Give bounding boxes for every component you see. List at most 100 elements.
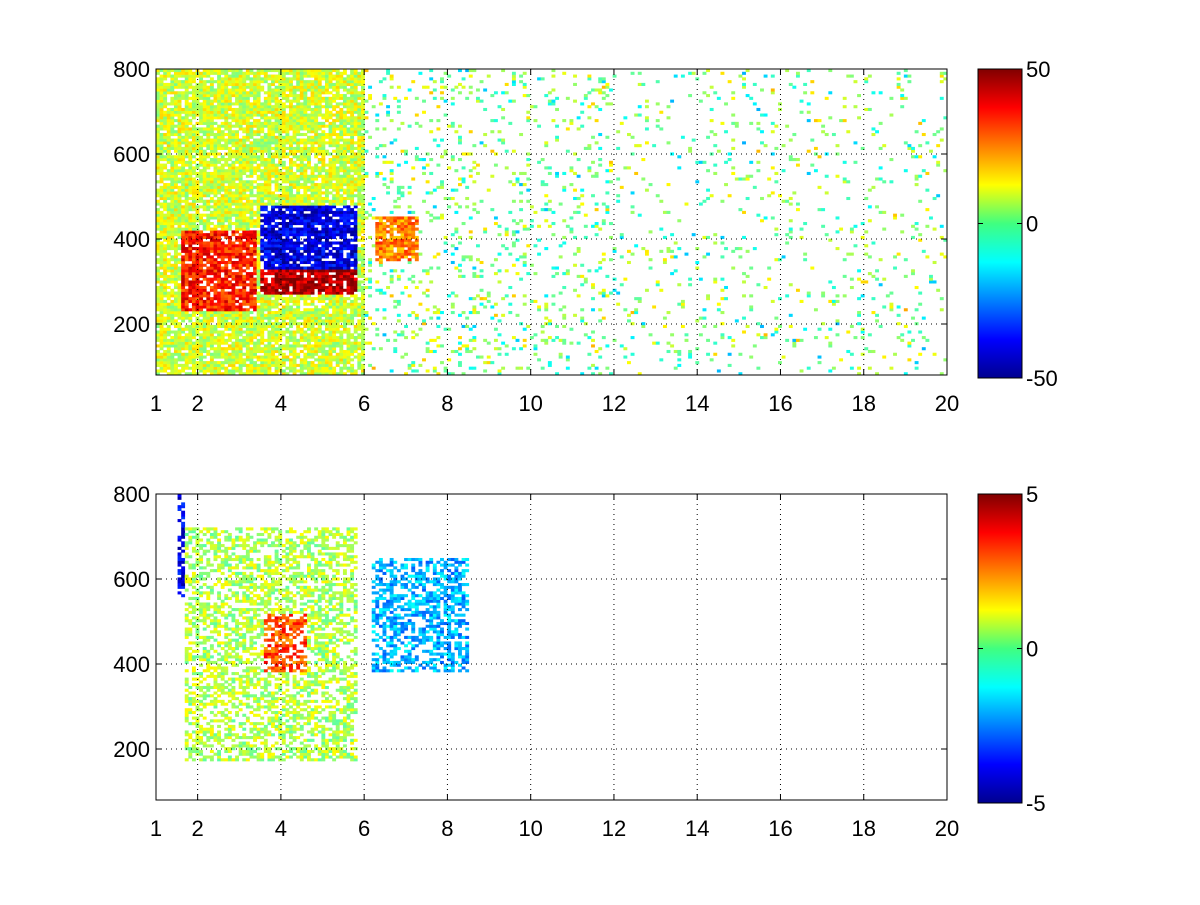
heatmap-cell [235,291,239,295]
heatmap-cell [235,336,239,340]
heatmap-cell [195,149,200,153]
heatmap-cell [163,272,168,276]
heatmap-cell [199,349,204,354]
heatmap-cell [206,96,211,100]
heatmap-cell [238,110,243,114]
heatmap-cell [285,77,290,81]
heatmap-cell [339,116,344,120]
heatmap-cell [242,171,247,176]
heatmap-cell [231,82,236,86]
heatmap-cell [310,316,315,320]
heatmap-cell [181,272,186,276]
heatmap-cell [173,255,178,259]
heatmap-cell [159,305,164,309]
heatmap-cell [296,210,301,214]
heatmap-cell [321,247,326,251]
heatmap-cell [188,77,193,81]
heatmap-cell [299,199,304,203]
heatmap-cell [310,313,315,317]
heatmap-cell [181,285,186,290]
heatmap-cell [278,146,283,150]
heatmap-cell [235,210,239,214]
heatmap-cell [307,141,311,145]
heatmap-cell [260,341,265,345]
heatmap-cell [317,272,322,276]
heatmap-cell [188,169,193,173]
heatmap-cell [191,130,196,134]
heatmap-cell [202,222,207,226]
heatmap-cell [195,99,200,103]
heatmap-cell [235,327,239,331]
heatmap-cell [170,341,175,345]
heatmap-cell [256,238,261,242]
heatmap-cell [328,132,333,137]
heatmap-cell [285,274,290,278]
heatmap-cell [177,160,182,164]
heatmap-cell [281,105,286,109]
heatmap-cell [217,124,222,128]
heatmap-cell [191,85,196,89]
heatmap-cell [156,302,160,306]
heatmap-cell [170,219,175,223]
heatmap-cell [274,113,279,117]
heatmap-cell [299,372,304,376]
heatmap-cell [184,280,189,284]
heatmap-cell [263,347,268,351]
heatmap-cell [249,183,254,187]
heatmap-cell [231,183,236,187]
heatmap-cell [342,219,347,223]
heatmap-cell [335,291,340,295]
heatmap-cell [274,135,279,139]
heatmap-cell [253,319,257,323]
heatmap-cell [184,361,189,365]
heatmap-cell [184,316,189,320]
heatmap-cell [292,288,297,292]
heatmap-cell [256,130,261,134]
heatmap-cell [195,266,200,270]
heatmap-cell [209,266,214,270]
heatmap-cell [310,280,315,284]
heatmap-cell [163,311,168,315]
heatmap-cell [163,216,168,220]
heatmap-cell [156,163,160,167]
heatmap-cell [163,166,168,170]
heatmap-cell [220,330,225,334]
heatmap-cell [267,155,272,159]
heatmap-cell [235,149,239,153]
heatmap-cell [328,299,333,303]
heatmap-cell [245,311,250,315]
heatmap-cell [184,372,189,376]
heatmap-cell [184,288,189,292]
heatmap-cell [260,213,265,217]
heatmap-cell [303,299,308,303]
heatmap-cell [191,260,196,265]
heatmap-cell [181,69,186,73]
heatmap-cell [281,216,286,220]
heatmap-cell [342,224,347,228]
heatmap-cell [245,180,250,184]
heatmap-cell [317,222,322,226]
heatmap-cell [303,163,308,167]
heatmap-cell [256,155,261,159]
heatmap-cell [267,107,272,112]
heatmap-cell [163,185,168,189]
heatmap-cell [317,132,322,137]
heatmap-cell [267,263,272,267]
heatmap-cell [227,255,232,259]
heatmap-cell [209,285,214,290]
heatmap-cell [199,355,204,359]
heatmap-cell [256,91,261,95]
heatmap-cell [292,235,297,239]
heatmap-cell [310,355,315,359]
heatmap-cell [271,110,275,114]
heatmap-cell [227,202,232,206]
heatmap-cell [292,183,297,187]
heatmap-cell [184,263,189,267]
heatmap-cell [227,294,232,298]
heatmap-cell [332,347,337,351]
heatmap-cell [227,249,232,253]
heatmap-cell [220,347,225,351]
heatmap-cell [303,352,308,356]
heatmap-cell [156,82,160,86]
heatmap-cell [235,288,239,292]
